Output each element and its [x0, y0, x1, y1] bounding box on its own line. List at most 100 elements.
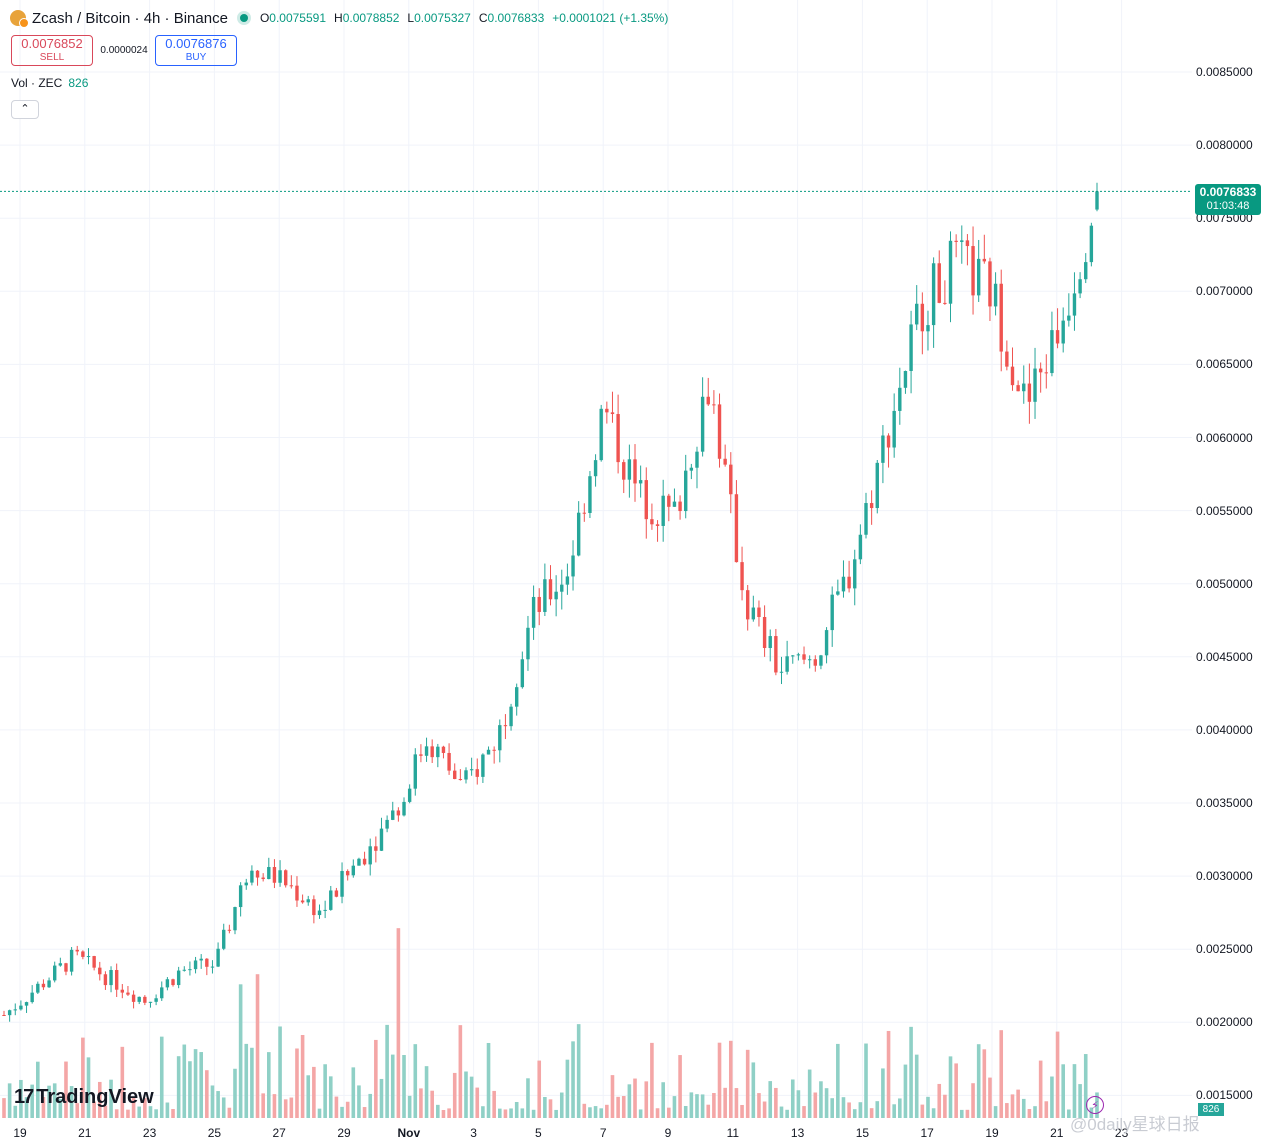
volume-bar [328, 1076, 333, 1118]
volume-bar [334, 1096, 339, 1118]
collapse-legend-button[interactable]: ⌃ [11, 100, 39, 119]
volume-bar [593, 1106, 598, 1118]
candle-body [503, 725, 508, 727]
candle-body [131, 994, 136, 1002]
volume-bar [875, 1101, 880, 1118]
volume-bar [830, 1098, 835, 1118]
volume-bar [97, 1081, 102, 1118]
volume-bar [717, 1042, 722, 1118]
candle-body [227, 929, 232, 931]
candle-body [706, 396, 710, 405]
candle-body [982, 258, 987, 262]
volume-bar [864, 1043, 868, 1118]
candle-body [1038, 368, 1043, 373]
candle-body [210, 966, 215, 968]
volume-bar [700, 1094, 705, 1118]
volume-bar [898, 1098, 902, 1118]
volume-bar [419, 1088, 423, 1118]
volume-bar [1067, 1109, 1071, 1118]
candle-body [379, 828, 384, 851]
candle-body [599, 408, 603, 461]
candle-body [1033, 368, 1037, 402]
volume-bar [740, 1104, 744, 1118]
volume-bar [543, 1096, 547, 1118]
low-value: 0.0075327 [414, 11, 471, 25]
volume-bar [165, 1102, 170, 1118]
volume-bar [30, 1084, 34, 1118]
candle-body [329, 890, 333, 910]
ohlc-values: O0.0075591 H0.0078852 L0.0075327 C0.0076… [260, 11, 668, 25]
candle-body [1022, 383, 1026, 392]
tradingview-logo[interactable]: 17 TradingView [14, 1086, 154, 1109]
volume-bar [469, 1076, 474, 1118]
candle-body [1089, 225, 1094, 263]
candle-body [622, 462, 626, 480]
volume-bar [836, 1043, 840, 1118]
sell-button[interactable]: 0.0076852 SELL [11, 35, 93, 66]
volume-bar [289, 1097, 294, 1118]
volume-bar [452, 1072, 457, 1118]
buy-button[interactable]: 0.0076876 BUY [155, 35, 237, 66]
candle-body [762, 616, 767, 648]
last-price-tag: 0.0076833 01:03:48 [1195, 184, 1261, 215]
time-tick-label: 21 [1050, 1126, 1064, 1140]
volume-bar [982, 1049, 987, 1118]
candle-body [469, 769, 474, 771]
volume-bar [36, 1061, 40, 1118]
candle-body [402, 801, 406, 816]
candle-body [447, 752, 451, 771]
candle-body [1044, 372, 1048, 374]
volume-bar [182, 1044, 187, 1118]
candle-body [193, 960, 198, 970]
candle-body [86, 956, 91, 958]
volume-bar [210, 1085, 215, 1118]
price-tick-label: 0.0060000 [1196, 430, 1253, 445]
volume-bar [13, 1105, 18, 1118]
volume-bar [745, 1049, 750, 1118]
volume-bar [571, 1041, 575, 1118]
volume-bar [199, 1052, 203, 1118]
candle-body [19, 1005, 23, 1010]
candle-body [188, 969, 192, 971]
candle-body [509, 706, 513, 727]
brand-name: TradingView [36, 1086, 154, 1108]
volume-bar [390, 1054, 395, 1118]
price-tick-label: 0.0030000 [1196, 869, 1253, 884]
candle-body [796, 654, 801, 656]
candle-body [830, 594, 834, 631]
candle-body [374, 846, 378, 851]
candle-body [137, 996, 141, 1002]
candle-body [937, 263, 941, 303]
volume-bar [1016, 1089, 1020, 1118]
volume-bar [723, 1087, 727, 1118]
candle-body [971, 246, 975, 296]
candle-body [650, 519, 654, 525]
grid-lines [0, 0, 1192, 1118]
candle-body [64, 963, 68, 972]
volume-bar [306, 1075, 311, 1118]
volume-bar [1033, 1106, 1037, 1118]
volume-bar [954, 1063, 958, 1118]
volume-bar [886, 1030, 891, 1118]
volume-bar [317, 1108, 322, 1118]
volume-bar [193, 1049, 198, 1118]
candle-body [627, 459, 632, 480]
open-label: O [259, 11, 270, 25]
candle-body [81, 951, 85, 957]
volume-bar [1005, 1103, 1009, 1118]
candle-body [345, 871, 350, 876]
candle-body [965, 240, 970, 247]
volume-bar [19, 1079, 23, 1118]
symbol-title[interactable]: Zcash / Bitcoin · 4h · Binance [32, 9, 228, 27]
volume-bar [526, 1078, 530, 1118]
volume-bar [627, 1084, 632, 1118]
volume-bar [126, 1109, 130, 1118]
volume-bar [379, 1078, 384, 1118]
time-tick-label: 29 [337, 1126, 351, 1140]
volume-legend[interactable]: Vol · ZEC 826 [11, 76, 88, 90]
open-value: 0.0075591 [269, 11, 327, 25]
candle-body [729, 464, 733, 495]
lightning-icon[interactable]: ⚡ [1086, 1096, 1104, 1114]
time-tick-label: 15 [855, 1126, 870, 1140]
